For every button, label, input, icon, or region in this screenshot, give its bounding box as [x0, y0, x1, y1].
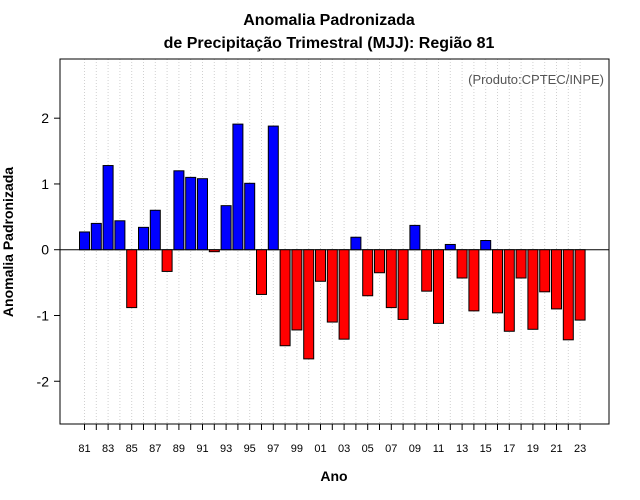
bar-2000 [303, 249, 315, 360]
x-tick-label: 01 [314, 443, 326, 455]
bar-2002 [326, 249, 338, 323]
x-tick-label: 81 [78, 443, 90, 455]
chart-title: Anomalia Padronizada [243, 12, 415, 29]
bar-2004 [350, 236, 362, 251]
x-tick-label: 91 [196, 443, 208, 455]
y-axis-label: Anomalia Padronizada [0, 167, 16, 317]
bar-1986 [138, 226, 149, 251]
bar-2013 [456, 249, 468, 279]
x-axis: 81 83 85 87 89 91 93 95 97 99 01 03 05 07 09 11 13 15 17 19… [78, 424, 586, 455]
bar-2007 [385, 249, 397, 309]
bar-1988 [161, 249, 173, 272]
bar-2023 [574, 249, 586, 321]
y-axis: -2 -1 0 1 2 [37, 110, 60, 389]
x-tick-label: 07 [385, 443, 397, 455]
bar-1987 [149, 209, 161, 251]
bar-1995 [244, 182, 256, 251]
x-tick-label: 19 [527, 443, 539, 455]
bar-1990 [185, 176, 197, 251]
bar-1984 [114, 220, 126, 251]
bar-1994 [232, 123, 244, 251]
bar-2003 [338, 249, 350, 340]
bar-1981 [79, 231, 90, 251]
bar-2019 [527, 249, 539, 330]
x-tick-label: 85 [126, 443, 138, 455]
x-tick-label: 83 [102, 443, 114, 455]
bar-2011 [433, 249, 444, 324]
x-tick-label: 11 [433, 443, 444, 455]
grid-lines [84, 59, 581, 424]
x-tick-label: 23 [574, 443, 586, 455]
bar-2014 [468, 249, 480, 312]
plot-frame [59, 58, 610, 425]
x-tick-label: 99 [291, 443, 303, 455]
x-tick-label: 17 [503, 443, 515, 455]
bar-2018 [515, 249, 527, 279]
bar-2017 [503, 249, 515, 332]
bar-1992 [208, 249, 220, 253]
bar-1996 [256, 249, 267, 295]
bar-2006 [374, 249, 385, 274]
bar-2001 [315, 249, 326, 282]
y-tick-label: 2 [41, 110, 49, 126]
bar-2016 [492, 249, 503, 314]
x-tick-label: 93 [220, 443, 232, 455]
bar-2005 [362, 249, 374, 297]
bar-1997 [267, 125, 279, 251]
bar-2020 [539, 249, 551, 293]
bar-2009 [409, 224, 421, 251]
x-tick-label: 15 [480, 443, 492, 455]
bar-1989 [173, 170, 185, 251]
x-tick-label: 89 [173, 443, 185, 455]
bar-2012 [444, 243, 456, 251]
bar-1985 [126, 249, 138, 309]
x-tick-label: 13 [456, 443, 468, 455]
x-tick-label: 95 [244, 443, 256, 455]
x-tick-label: 03 [338, 443, 350, 455]
y-tick-label: 1 [41, 176, 49, 192]
bar-1982 [90, 222, 102, 251]
y-tick-label: 0 [41, 242, 49, 258]
x-tick-label: 05 [362, 443, 374, 455]
y-tick-label: -2 [37, 373, 50, 389]
bar-2008 [397, 249, 409, 320]
chart-subtitle: de Precipitação Trimestral (MJJ): Região… [164, 35, 495, 52]
bar-2022 [562, 249, 574, 341]
bar-1999 [291, 249, 303, 331]
bar-2015 [480, 240, 492, 251]
x-tick-label: 97 [267, 443, 279, 455]
bar-1998 [279, 249, 291, 347]
bar-1993 [220, 205, 232, 251]
y-tick-label: -1 [37, 307, 50, 323]
x-tick-label: 09 [409, 443, 421, 455]
x-tick-label: 87 [149, 443, 161, 455]
bar-1983 [102, 165, 114, 251]
bar-2021 [551, 249, 562, 310]
bar-1991 [197, 178, 208, 251]
bars [79, 123, 586, 360]
bar-2010 [421, 249, 433, 292]
x-tick-label: 21 [550, 443, 562, 455]
source-note: (Produto:CPTEC/INPE) [468, 72, 604, 87]
x-axis-label: Ano [320, 468, 347, 484]
